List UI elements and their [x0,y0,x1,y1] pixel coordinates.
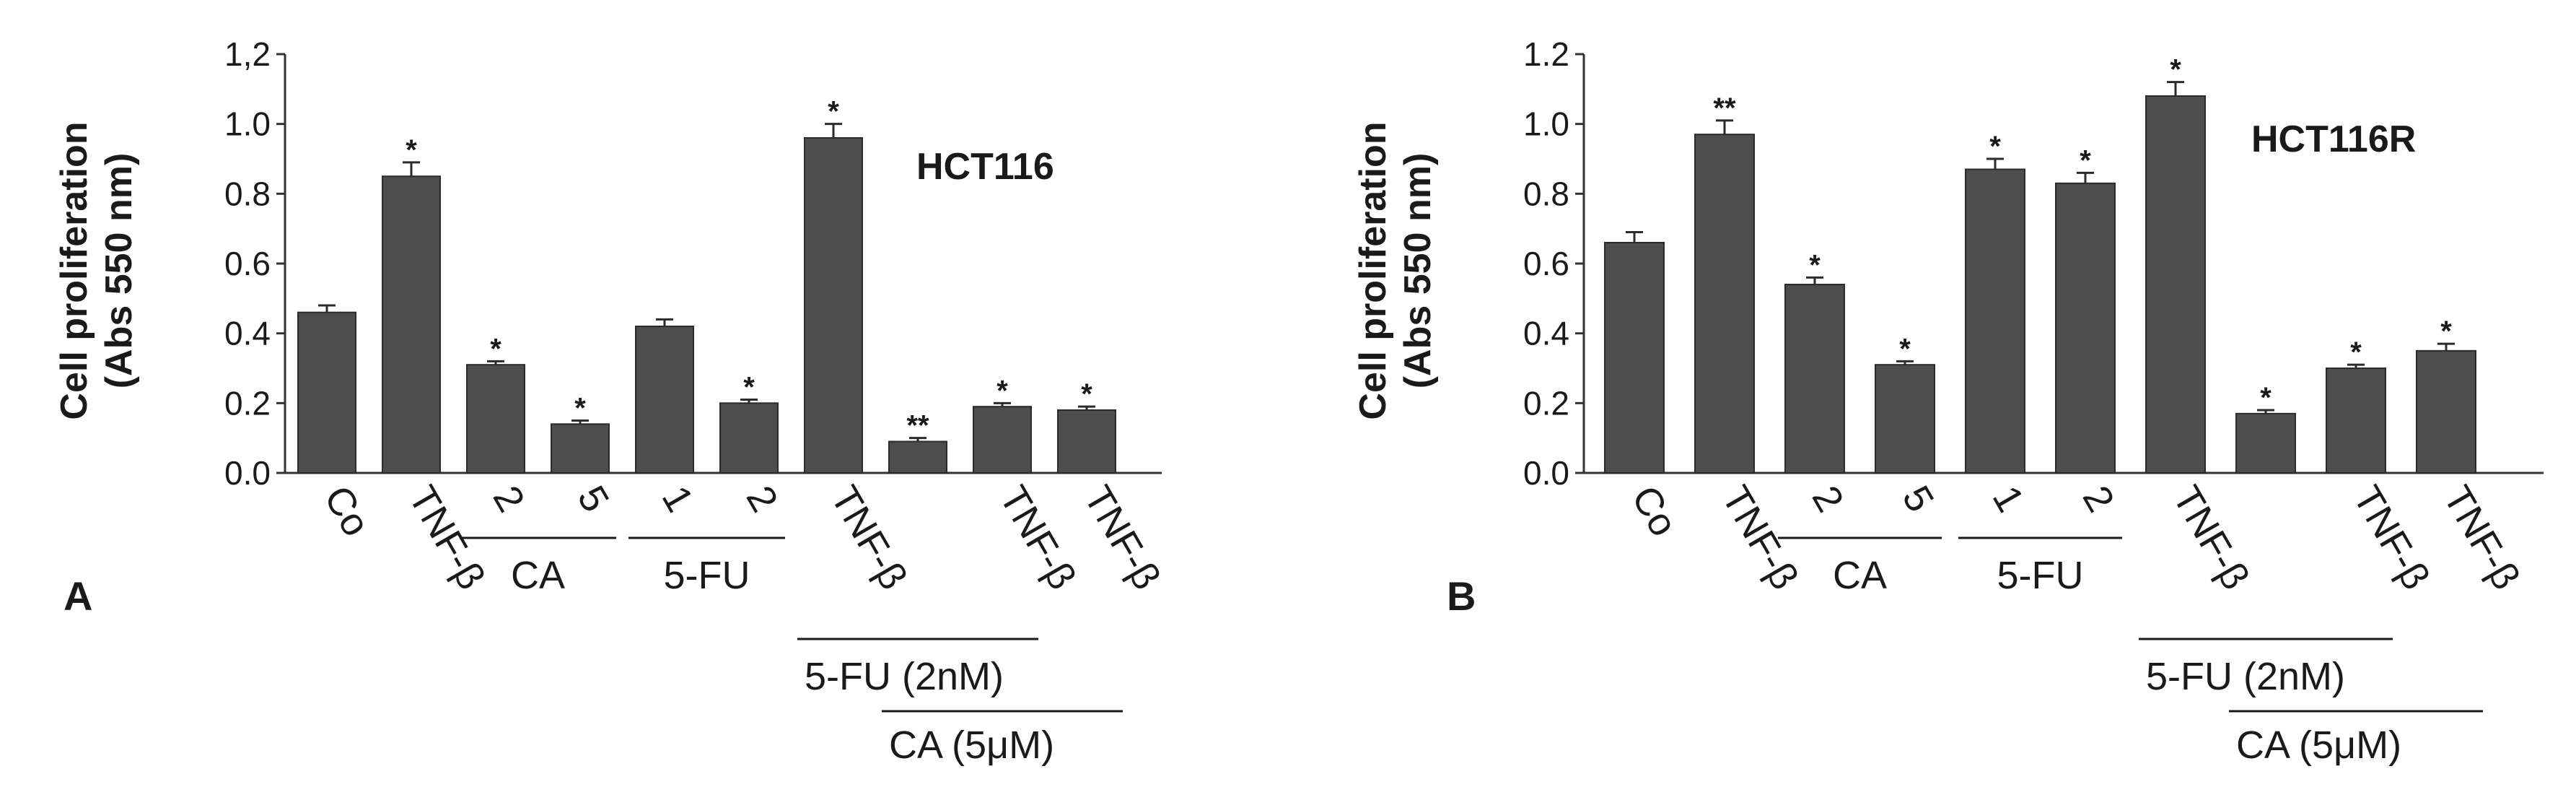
significance-marker: * [2440,316,2452,347]
significance-marker: * [2170,54,2181,86]
bar [973,406,1032,474]
significance-marker: * [996,375,1008,406]
group-label: 5-FU [664,554,750,597]
x-tick-label: 1 [1984,479,2033,519]
x-tick-label: 2 [738,479,787,519]
group-label: CA (5μM) [2236,723,2401,767]
significance-marker: * [2260,382,2271,414]
x-tick-label: 5 [569,479,618,519]
y-tick-label: 0.4 [224,315,271,352]
bar [1604,242,1665,474]
bar [297,311,356,474]
group-label: CA (5μM) [889,723,1054,767]
y-tick-label: 0.4 [1523,315,1569,352]
x-tick-label: TNF-β [823,479,916,596]
group-label: 5-FU [1997,554,2084,597]
bar [804,137,863,474]
significance-marker: * [1081,378,1092,410]
panel-b: 0.0 0.2 0.4 0.6 0.8 1.0 1.2 Cell proliferation(… [1352,35,2544,767]
y-tick-label: 0.8 [1523,175,1569,212]
significance-marker: ** [1713,92,1736,124]
y-axis-label: Cell proliferation (Abs 550 nm) [1352,121,1439,419]
bar [1875,364,1935,474]
y-tick-label: 0.6 [224,245,271,282]
bar [1057,409,1116,474]
bar [2416,349,2476,474]
y-tick-label: 1.2 [1523,35,1569,73]
y-tick-label: 0.2 [224,384,271,422]
y-tick-label: 1,2 [224,35,271,73]
bar [1694,134,1755,474]
significance-marker: ** [906,410,929,442]
significance-marker: * [1809,249,1821,281]
x-tick-label: Co [1624,479,1686,544]
bar [466,364,525,474]
cell-line-title: HCT116 [916,146,1054,188]
bar [2055,182,2116,474]
bar [1965,168,2025,474]
bar [2145,95,2206,474]
y-tick-label: 1.0 [224,105,271,143]
x-tick-label: TNF-β [2435,479,2528,596]
bar [635,326,694,474]
x-tick-label: TNF-β [991,479,1085,596]
panel-letter: B [1447,573,1476,619]
significance-marker: * [406,134,417,166]
significance-marker: * [828,96,839,128]
bar [719,402,779,474]
cell-line-title: HCT116R [2251,118,2416,160]
x-tick-label: 5 [1894,479,1942,519]
group-label: CA [511,554,565,597]
significance-marker: * [2080,144,2091,176]
group-label: 5-FU (2nM) [805,655,1004,698]
y-tick-label: 0.0 [1523,454,1569,492]
significance-marker: * [2350,336,2362,368]
x-tick-label: 2 [1804,479,1852,519]
x-tick-label: 1 [654,479,702,519]
y-axis-label-line: (Abs 550 nm) [1397,153,1439,389]
panel-a: 0.0 0.2 0.4 0.6 0.8 1.0 1,2 Cell proliferation(… [53,35,1169,767]
y-axis-label-line: Cell proliferation [53,121,95,419]
x-tick-label: TNF-β [2165,479,2258,596]
bar [2235,412,2296,474]
bar [551,423,610,474]
y-tick-label: 0.6 [1523,245,1569,282]
bar [382,175,441,474]
y-tick-label: 0.2 [1523,384,1569,422]
x-tick-label: Co [316,479,378,544]
bar [2326,368,2386,474]
x-tick-label: 2 [485,479,533,519]
y-tick-label: 0.0 [224,454,271,492]
significance-marker: * [743,372,755,404]
group-label: 5-FU (2nM) [2146,655,2345,698]
x-tick-label: 2 [2075,479,2123,519]
y-tick-label: 1.0 [1523,105,1569,143]
y-axis-label-line: Cell proliferation [1352,121,1394,419]
significance-marker: * [574,393,586,425]
significance-marker: * [1899,333,1911,365]
bar [1784,284,1845,474]
panel-letter: A [63,573,92,619]
y-axis-label: Cell proliferation (Abs 550 nm) [53,121,140,419]
group-label: CA [1833,554,1887,597]
significance-marker: * [1989,131,2001,162]
significance-marker: * [490,333,501,365]
y-tick-label: 0.8 [224,175,271,212]
x-tick-label: TNF-β [1076,479,1169,596]
bar [888,440,947,474]
x-tick-label: TNF-β [2345,479,2438,596]
y-axis-label-line: (Abs 550 nm) [98,153,140,389]
